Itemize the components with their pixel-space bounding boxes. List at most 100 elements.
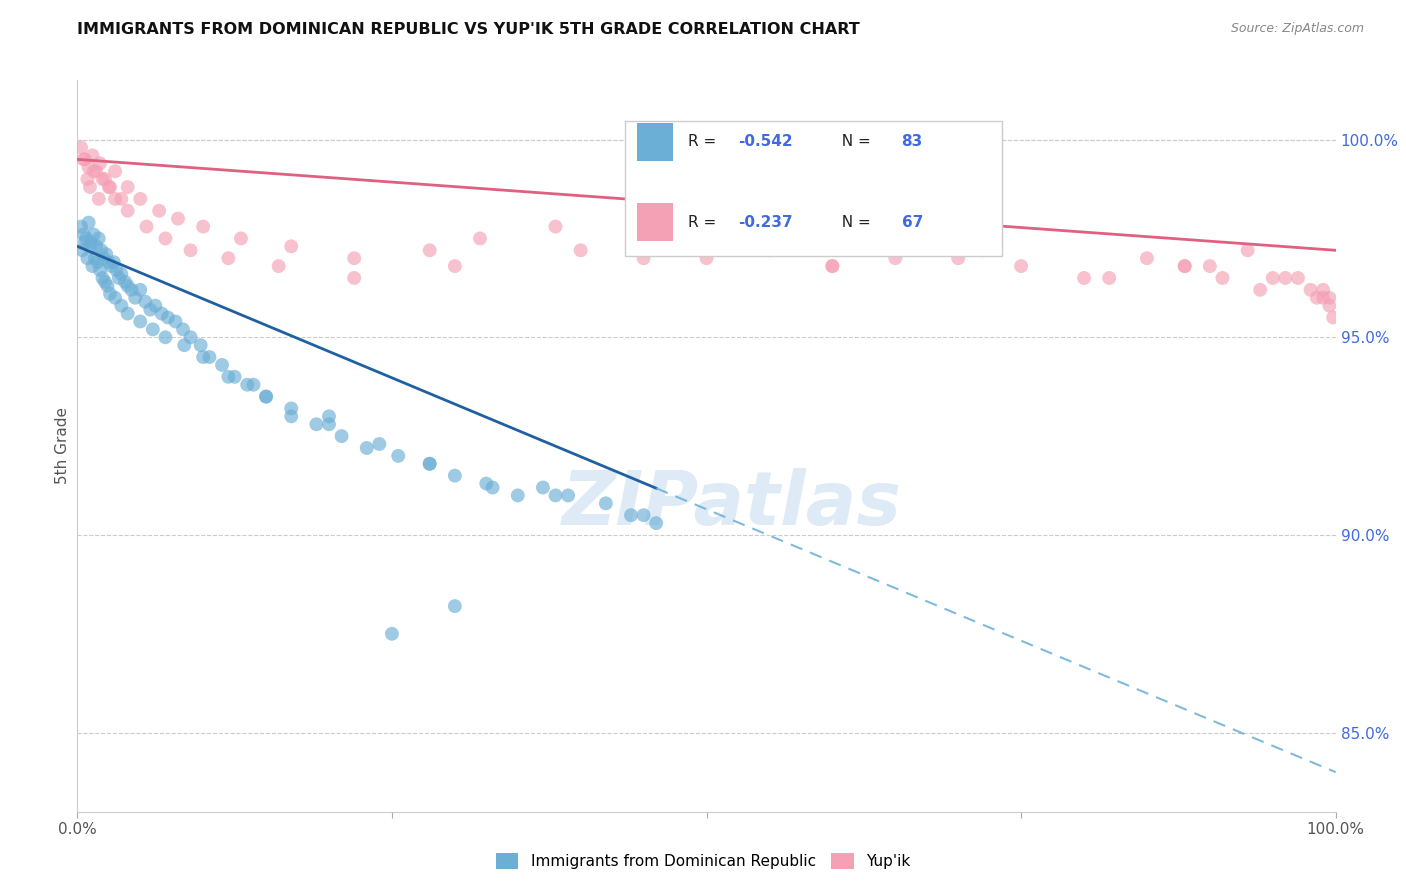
Point [84, 164, 107, 178]
Point [198, 350, 221, 364]
Text: ZIPatlas: ZIPatlas [561, 468, 901, 541]
Point [82, 259, 104, 273]
Point [155, 330, 177, 344]
Text: Source: ZipAtlas.com: Source: ZipAtlas.com [1230, 22, 1364, 36]
Legend: Immigrants from Dominican Republic, Yup'ik: Immigrants from Dominican Republic, Yup'… [489, 847, 917, 875]
Point [84, 239, 107, 253]
Point [1174, 259, 1197, 273]
Point [156, 310, 179, 325]
Point [1236, 244, 1258, 258]
Point [117, 278, 139, 293]
Point [343, 271, 366, 285]
Point [1319, 291, 1341, 305]
FancyBboxPatch shape [624, 120, 1002, 256]
Point [105, 263, 128, 277]
Point [86, 255, 108, 269]
Point [368, 437, 391, 451]
Point [129, 192, 152, 206]
Text: 67: 67 [901, 215, 922, 229]
Point [1261, 271, 1284, 285]
Point [89, 263, 111, 277]
Point [91, 271, 114, 285]
Point [305, 417, 328, 432]
Point [180, 330, 202, 344]
Point [1306, 291, 1329, 305]
Point [117, 203, 139, 218]
Point [98, 286, 121, 301]
Point [544, 488, 567, 502]
Point [544, 219, 567, 234]
Point [94, 275, 117, 289]
Point [224, 369, 246, 384]
Point [620, 508, 643, 523]
Point [280, 401, 302, 416]
Point [475, 476, 498, 491]
Point [387, 449, 409, 463]
Point [468, 231, 491, 245]
Point [254, 390, 277, 404]
Point [82, 148, 104, 162]
Point [356, 441, 378, 455]
Point [1274, 271, 1296, 285]
Point [242, 377, 264, 392]
Text: -0.237: -0.237 [738, 215, 793, 229]
Point [70, 140, 93, 154]
Point [1098, 271, 1121, 285]
Point [948, 251, 970, 265]
Point [142, 322, 165, 336]
Point [173, 338, 195, 352]
Point [254, 390, 277, 404]
Point [72, 153, 94, 167]
Point [139, 302, 162, 317]
Point [120, 283, 142, 297]
Point [381, 627, 404, 641]
Point [165, 314, 187, 328]
Point [180, 244, 202, 258]
Text: N =: N = [832, 134, 876, 149]
Point [134, 294, 156, 309]
Point [318, 409, 340, 424]
Point [76, 172, 98, 186]
Point [229, 231, 252, 245]
Point [972, 244, 994, 258]
Point [821, 259, 844, 273]
Point [645, 516, 668, 530]
Point [89, 156, 111, 170]
Point [1312, 283, 1334, 297]
Point [91, 172, 114, 186]
Text: -0.542: -0.542 [738, 134, 793, 149]
Point [1136, 251, 1159, 265]
Point [506, 488, 529, 502]
Point [117, 307, 139, 321]
Point [103, 255, 125, 269]
Text: IMMIGRANTS FROM DOMINICAN REPUBLIC VS YUP'IK 5TH GRADE CORRELATION CHART: IMMIGRANTS FROM DOMINICAN REPUBLIC VS YU… [77, 22, 860, 37]
Point [94, 172, 117, 186]
Point [100, 259, 122, 273]
Point [98, 180, 121, 194]
Text: N =: N = [832, 215, 876, 229]
Point [135, 219, 157, 234]
Point [419, 457, 441, 471]
Point [343, 251, 366, 265]
Point [217, 251, 239, 265]
Point [191, 219, 215, 234]
FancyBboxPatch shape [637, 123, 672, 161]
Point [280, 409, 302, 424]
Point [129, 314, 152, 328]
Text: R =: R = [688, 215, 721, 229]
Point [124, 291, 146, 305]
Point [595, 496, 617, 510]
Point [531, 481, 554, 495]
Point [70, 219, 93, 234]
Point [1199, 259, 1222, 273]
Point [76, 251, 98, 265]
Point [758, 244, 780, 258]
Point [96, 278, 118, 293]
Point [83, 164, 105, 178]
Point [217, 369, 239, 384]
Point [280, 239, 302, 253]
Point [557, 488, 579, 502]
Point [419, 457, 441, 471]
Point [75, 231, 97, 245]
Point [79, 239, 101, 253]
